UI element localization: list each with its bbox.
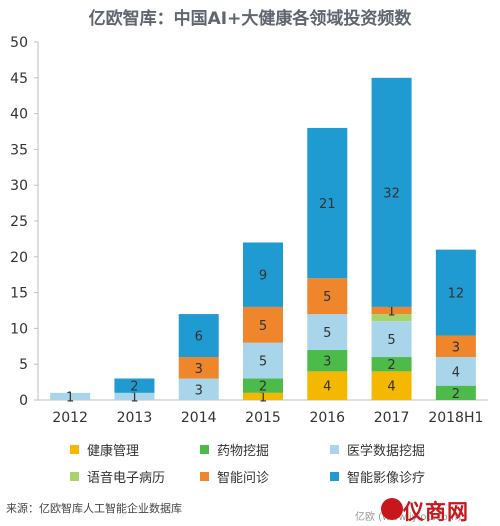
bar-segment — [307, 278, 348, 315]
watermark-logo-icon — [381, 498, 403, 520]
bar-segment — [371, 306, 412, 315]
bar-segment — [178, 378, 219, 400]
legend-label: 智能问诊 — [217, 471, 270, 486]
bar-data-label: 1 — [387, 305, 395, 320]
bar-data-label: 5 — [323, 290, 331, 305]
watermark-text: 仪商网 — [403, 499, 469, 524]
bar-data-label: 1 — [66, 390, 74, 405]
legend-label: 健康管理 — [87, 444, 140, 459]
bar-segment — [114, 392, 155, 400]
legend-item: 健康管理 — [70, 440, 200, 459]
y-tick-label: 40 — [10, 107, 28, 123]
x-tick-label: 2015 — [245, 410, 281, 426]
legend-swatch — [70, 445, 79, 454]
y-tick-label: 20 — [10, 250, 28, 266]
legend-item: 智能问诊 — [200, 467, 330, 486]
source-note: 来源：亿欧智库人工智能企业数据库 — [6, 502, 182, 515]
x-tick-label: 2013 — [117, 410, 153, 426]
legend-item: 语音电子病历 — [70, 467, 200, 486]
bar-data-label: 2 — [452, 387, 460, 402]
bar-data-label: 21 — [319, 197, 336, 212]
bar-segment — [371, 314, 412, 322]
bar-data-label: 9 — [259, 269, 267, 284]
bar-data-label: 6 — [195, 330, 203, 345]
y-tick-label: 45 — [10, 71, 28, 87]
legend-swatch — [200, 445, 209, 454]
bar-segment — [243, 378, 283, 393]
bar-segment — [435, 357, 476, 386]
bar-data-label: 5 — [259, 319, 267, 334]
chart-legend: 健康管理 药物挖掘 医学数据挖掘语音电子病历 智能问诊 智能影像诊疗 — [70, 440, 490, 486]
bar-data-label: 4 — [387, 380, 395, 395]
legend-item: 智能影像诊疗 — [330, 467, 490, 486]
y-tick-label: 5 — [19, 357, 28, 373]
legend-label: 药物挖掘 — [217, 444, 270, 459]
stacked-bar-chart: 0510152025303540455012012122013336201412… — [10, 35, 488, 426]
bar-segment — [178, 357, 219, 379]
bar-segment — [307, 349, 348, 372]
bar-data-label: 4 — [452, 365, 460, 380]
bar-segment — [114, 378, 155, 393]
y-tick-label: 0 — [19, 393, 28, 409]
watermark: 亿欧 (www.iyiou.com) 仪商网 — [355, 498, 495, 524]
bar-data-label: 2 — [259, 380, 267, 395]
bar-segment — [307, 371, 348, 400]
bar-segment — [371, 77, 412, 307]
y-tick-label: 15 — [10, 286, 28, 302]
bar-data-label: 3 — [452, 340, 460, 355]
bar-data-label: 5 — [259, 355, 267, 370]
legend-swatch — [330, 445, 339, 454]
x-tick-label: 2018H1 — [428, 410, 483, 426]
bar-data-label: 32 — [383, 186, 400, 201]
bar-segment — [243, 242, 283, 307]
bar-segment — [307, 127, 348, 279]
bar-data-label: 4 — [323, 380, 331, 395]
y-tick-label: 35 — [10, 142, 28, 158]
bar-segment — [50, 392, 91, 400]
bar-data-label: 5 — [323, 326, 331, 341]
legend-item: 医学数据挖掘 — [330, 440, 490, 459]
bar-segment — [307, 314, 348, 350]
bar-data-label: 2 — [130, 380, 138, 395]
bar-segment — [243, 392, 283, 400]
bar-data-label: 3 — [195, 383, 203, 398]
bar-segment — [435, 335, 476, 358]
bar-data-label: 2 — [387, 358, 395, 373]
x-tick-label: 2017 — [374, 410, 410, 426]
y-tick-label: 10 — [10, 321, 28, 337]
bar-data-label: 5 — [387, 333, 395, 348]
y-tick-label: 25 — [10, 214, 28, 230]
bar-segment — [371, 357, 412, 372]
bar-data-label: 3 — [195, 362, 203, 377]
bar-segment — [435, 385, 476, 400]
bar-segment — [435, 249, 476, 336]
bar-data-label: 1 — [130, 390, 138, 405]
legend-label: 医学数据挖掘 — [347, 444, 426, 459]
legend-swatch — [200, 472, 209, 481]
legend-item: 药物挖掘 — [200, 440, 330, 459]
bar-segment — [371, 371, 412, 400]
bar-segment — [178, 314, 219, 358]
bar-data-label: 12 — [448, 287, 465, 302]
legend-swatch — [330, 472, 339, 481]
y-tick-label: 30 — [10, 178, 28, 194]
bar-data-label: 3 — [323, 355, 331, 370]
watermark-subtext: 亿欧 (www.iyiou.com) — [355, 512, 462, 523]
chart-title: 亿欧智库：中国AI+大健康各领域投资频数 — [88, 9, 412, 29]
x-tick-label: 2016 — [309, 410, 345, 426]
bar-segment — [371, 321, 412, 358]
x-tick-label: 2012 — [52, 410, 88, 426]
bar-data-label: 1 — [259, 390, 267, 405]
legend-swatch — [70, 472, 79, 481]
legend-label: 智能影像诊疗 — [347, 471, 426, 486]
bar-segment — [243, 306, 283, 343]
x-tick-label: 2014 — [181, 410, 217, 426]
y-tick-label: 50 — [10, 35, 28, 51]
legend-label: 语音电子病历 — [87, 471, 166, 486]
bar-segment — [243, 342, 283, 379]
